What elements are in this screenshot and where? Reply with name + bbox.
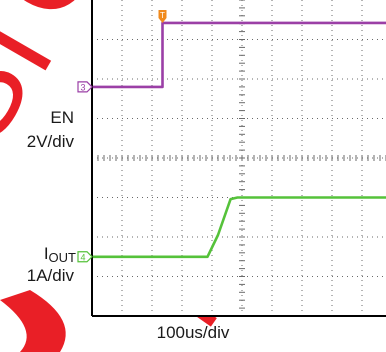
trigger-marker-label: T <box>160 11 165 20</box>
channel-markers: T 3 4 <box>77 10 167 263</box>
trace-en <box>92 21 386 89</box>
channel-ground-marker-icon <box>77 251 93 263</box>
graticule <box>91 0 386 317</box>
channel-ground-marker-label: 4 <box>80 252 85 262</box>
channel-ground-marker-icon <box>77 81 93 93</box>
time-scale-label: 100us/div <box>156 323 230 342</box>
iout-channel-label: IOUT <box>22 244 76 264</box>
trigger-marker-icon <box>158 10 167 23</box>
en-scale-label: 2V/div <box>26 132 74 151</box>
iout-label-main: I <box>43 244 49 263</box>
trace-iout <box>92 196 386 259</box>
en-channel-label: EN <box>50 108 74 127</box>
traces <box>92 21 386 259</box>
watermark-glyph <box>0 290 66 352</box>
channel-ground-marker-label: 3 <box>80 82 85 92</box>
iout-label-subscript: OUT <box>48 250 76 265</box>
iout-scale-label: 1A/div <box>26 266 74 285</box>
